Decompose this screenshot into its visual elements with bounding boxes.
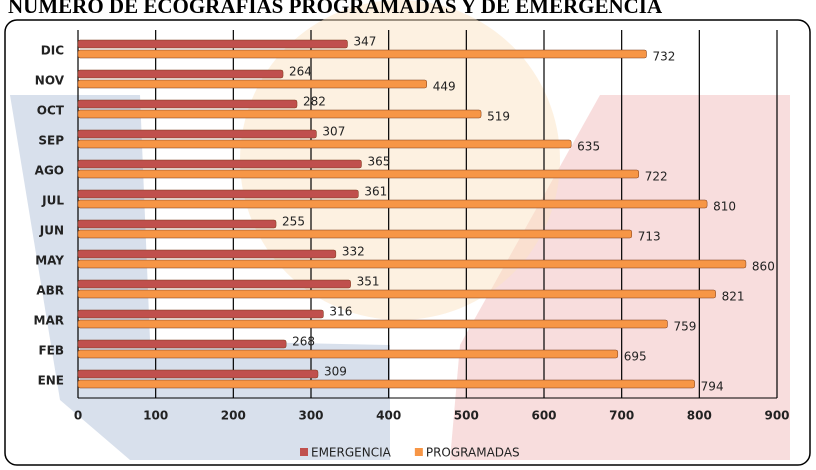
bar <box>77 289 716 299</box>
y-tick-label: MAR <box>34 314 64 328</box>
bar <box>77 69 284 79</box>
value-label: 307 <box>322 125 345 139</box>
value-label: 810 <box>713 200 736 214</box>
x-tick-label: 700 <box>609 409 634 423</box>
background-shape <box>450 95 790 460</box>
x-tick-label: 500 <box>454 409 479 423</box>
bar <box>77 249 337 259</box>
bar <box>77 259 747 269</box>
value-label: 732 <box>653 50 676 64</box>
bar <box>77 129 317 139</box>
legend-swatch <box>414 448 423 456</box>
bar <box>77 379 695 389</box>
y-tick-label: JUL <box>41 194 64 208</box>
value-label: 282 <box>303 95 326 109</box>
bar <box>77 49 647 59</box>
bar <box>77 229 633 239</box>
value-label: 759 <box>673 320 696 334</box>
value-label: 821 <box>722 290 745 304</box>
bar <box>77 99 298 109</box>
legend-label: PROGRAMADAS <box>426 446 520 460</box>
bar <box>77 199 708 209</box>
value-label: 794 <box>701 380 724 394</box>
x-tick-label: 800 <box>687 409 712 423</box>
chart-title: NÚMERO DE ECOGRAFÍAS PROGRAMADAS Y DE EM… <box>8 0 663 18</box>
value-label: 347 <box>354 35 377 49</box>
y-tick-label: JUN <box>39 224 64 238</box>
bar <box>77 159 362 169</box>
y-tick-label: FEB <box>38 344 64 358</box>
bar <box>77 79 427 89</box>
value-label: 361 <box>364 185 387 199</box>
y-tick-label: ENE <box>38 374 64 388</box>
bar <box>77 279 351 289</box>
value-label: 519 <box>487 110 510 124</box>
value-label: 255 <box>282 215 305 229</box>
bar <box>77 219 277 229</box>
y-tick-label: DIC <box>41 44 64 58</box>
legend-swatch <box>300 448 308 456</box>
y-tick-label: OCT <box>37 104 65 118</box>
value-label: 695 <box>624 350 647 364</box>
value-label: 309 <box>324 365 347 379</box>
x-tick-label: 200 <box>221 409 246 423</box>
y-tick-label: NOV <box>35 74 65 88</box>
value-label: 860 <box>752 260 775 274</box>
bar <box>77 339 287 349</box>
value-label: 264 <box>289 65 312 79</box>
x-tick-label: 0 <box>74 409 82 423</box>
value-label: 713 <box>638 230 661 244</box>
bar <box>77 109 482 119</box>
bar <box>77 139 572 149</box>
x-tick-label: 100 <box>143 409 168 423</box>
value-label: 332 <box>342 245 365 259</box>
bar <box>77 39 348 49</box>
value-label: 635 <box>577 140 600 154</box>
value-label: 351 <box>357 275 380 289</box>
y-tick-label: AGO <box>35 164 64 178</box>
legend-label: EMERGENCIA <box>311 446 392 460</box>
background-shape <box>10 95 390 460</box>
y-tick-label: ABR <box>36 284 64 298</box>
x-tick-label: 300 <box>298 409 323 423</box>
x-tick-label: 400 <box>376 409 401 423</box>
bar <box>77 309 324 319</box>
x-tick-label: 900 <box>764 409 789 423</box>
value-label: 365 <box>367 155 390 169</box>
bar <box>77 169 640 179</box>
bar <box>77 319 668 329</box>
y-tick-label: MAY <box>35 254 64 268</box>
value-label: 722 <box>645 170 668 184</box>
bar <box>77 369 319 379</box>
bar <box>77 349 619 359</box>
value-label: 449 <box>433 80 456 94</box>
x-tick-label: 600 <box>531 409 556 423</box>
value-label: 268 <box>292 335 315 349</box>
bar <box>77 189 359 199</box>
y-tick-label: SEP <box>38 134 64 148</box>
value-label: 316 <box>329 305 352 319</box>
